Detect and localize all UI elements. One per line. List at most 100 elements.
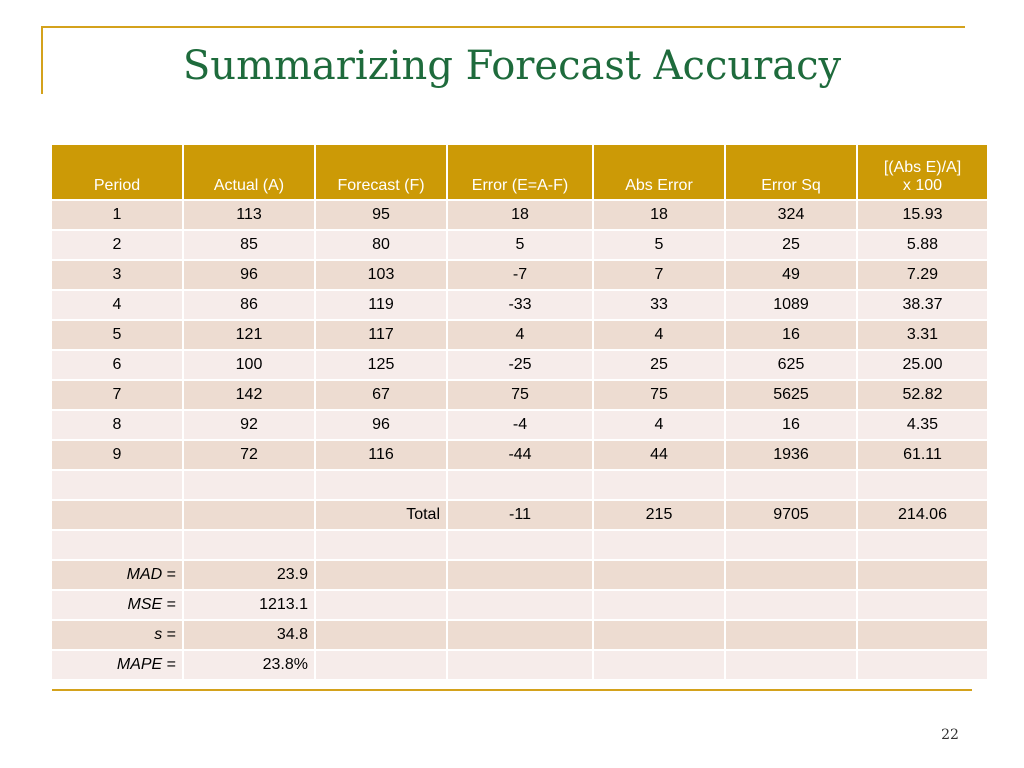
header-period: Period xyxy=(52,145,184,200)
slide-title: Summarizing Forecast Accuracy xyxy=(182,43,842,89)
summary-row: MSE = 1213.1 xyxy=(52,589,987,620)
table-cell: 75 xyxy=(447,379,594,410)
page-number: 22 xyxy=(941,727,959,743)
table-cell: 67 xyxy=(315,379,448,410)
table-cell: -11 xyxy=(447,499,594,530)
summary-value: 23.8% xyxy=(183,649,316,679)
table-cell: -44 xyxy=(447,439,594,470)
table-cell: 25 xyxy=(593,349,726,380)
table-cell: 7 xyxy=(593,259,726,290)
table-row: 6 100 125 -25 25 625 25.00 xyxy=(52,349,987,380)
table-cell: 2 xyxy=(52,229,184,260)
table-cell xyxy=(183,469,316,500)
table-cell xyxy=(447,649,594,679)
summary-value: 1213.1 xyxy=(183,589,316,620)
table-row: 7 142 67 75 75 5625 52.82 xyxy=(52,379,987,410)
table-cell: 116 xyxy=(315,439,448,470)
table-cell: 7 xyxy=(52,379,184,410)
table-cell xyxy=(315,619,448,650)
header-abs-error: Abs Error xyxy=(593,145,726,200)
table-cell: 9705 xyxy=(725,499,858,530)
summary-label: s xyxy=(154,626,163,643)
table-cell xyxy=(183,499,316,530)
frame-top-line xyxy=(41,26,965,28)
table-cell: 72 xyxy=(183,439,316,470)
table-cell: 75 xyxy=(593,379,726,410)
table-cell: -7 xyxy=(447,259,594,290)
table-cell: 4 xyxy=(593,319,726,350)
table-row: 1 113 95 18 18 324 15.93 xyxy=(52,199,987,230)
table-cell: 49 xyxy=(725,259,858,290)
table-cell: 5 xyxy=(52,319,184,350)
table-cell xyxy=(315,559,448,590)
table-cell: 1089 xyxy=(725,289,858,320)
table-cell: 85 xyxy=(183,229,316,260)
summary-equals: = xyxy=(162,596,176,613)
table-cell: 8 xyxy=(52,409,184,440)
header-forecast: Forecast (F) xyxy=(315,145,448,200)
summary-label-cell: MSE = xyxy=(52,589,184,620)
table-cell: 9 xyxy=(52,439,184,470)
table-cell: 3 xyxy=(52,259,184,290)
table-cell: 5625 xyxy=(725,379,858,410)
table-cell: 324 xyxy=(725,199,858,230)
table-cell xyxy=(593,469,726,500)
summary-row: s = 34.8 xyxy=(52,619,987,650)
table-cell: 92 xyxy=(183,409,316,440)
summary-label-cell: MAPE = xyxy=(52,649,184,679)
table-cell: 4 xyxy=(447,319,594,350)
header-pct-error: [(Abs E)/A] x 100 xyxy=(857,145,987,200)
table-cell xyxy=(593,529,726,560)
table-cell: 18 xyxy=(593,199,726,230)
table-cell: 16 xyxy=(725,319,858,350)
table-row: 9 72 116 -44 44 1936 61.11 xyxy=(52,439,987,470)
table-cell: 4 xyxy=(52,289,184,320)
table-cell: 215 xyxy=(593,499,726,530)
table-row: 5 121 117 4 4 16 3.31 xyxy=(52,319,987,350)
table-cell xyxy=(593,649,726,679)
table-cell: 625 xyxy=(725,349,858,380)
summary-equals: = xyxy=(162,626,176,643)
table-cell xyxy=(593,619,726,650)
table-cell xyxy=(725,589,858,620)
table-cell xyxy=(52,469,184,500)
accuracy-table: Period Actual (A) Forecast (F) Error (E=… xyxy=(52,145,987,679)
table-row: Total -11 215 9705 214.06 xyxy=(52,499,987,530)
table-cell xyxy=(183,529,316,560)
summary-label: MAPE xyxy=(116,656,163,673)
table-cell: 38.37 xyxy=(857,289,987,320)
table-cell: -4 xyxy=(447,409,594,440)
table-cell: 80 xyxy=(315,229,448,260)
table-cell: 1 xyxy=(52,199,184,230)
table-cell: 113 xyxy=(183,199,316,230)
table-cell xyxy=(857,619,987,650)
summary-label-cell: s = xyxy=(52,619,184,650)
table-cell: 95 xyxy=(315,199,448,230)
header-row: Period Actual (A) Forecast (F) Error (E=… xyxy=(52,145,987,200)
summary-equals: = xyxy=(162,566,176,583)
table-cell: 96 xyxy=(183,259,316,290)
summary-row: MAD = 23.9 xyxy=(52,559,987,590)
table-cell xyxy=(857,649,987,679)
table-cell: 5.88 xyxy=(857,229,987,260)
summary-row: MAPE = 23.8% xyxy=(52,649,987,679)
table-cell xyxy=(725,619,858,650)
table-cell: 103 xyxy=(315,259,448,290)
table-cell: 214.06 xyxy=(857,499,987,530)
table-cell xyxy=(315,589,448,620)
table-cell xyxy=(593,589,726,620)
header-error: Error (E=A-F) xyxy=(447,145,594,200)
summary-label: MAD xyxy=(126,566,163,583)
table-cell xyxy=(447,529,594,560)
table-cell: 15.93 xyxy=(857,199,987,230)
table-row: 8 92 96 -4 4 16 4.35 xyxy=(52,409,987,440)
header-error-sq: Error Sq xyxy=(725,145,858,200)
table-cell xyxy=(447,559,594,590)
table-cell: 44 xyxy=(593,439,726,470)
table-cell: 142 xyxy=(183,379,316,410)
summary-value: 34.8 xyxy=(183,619,316,650)
table-cell xyxy=(857,559,987,590)
table-cell: 1936 xyxy=(725,439,858,470)
table-cell: 121 xyxy=(183,319,316,350)
